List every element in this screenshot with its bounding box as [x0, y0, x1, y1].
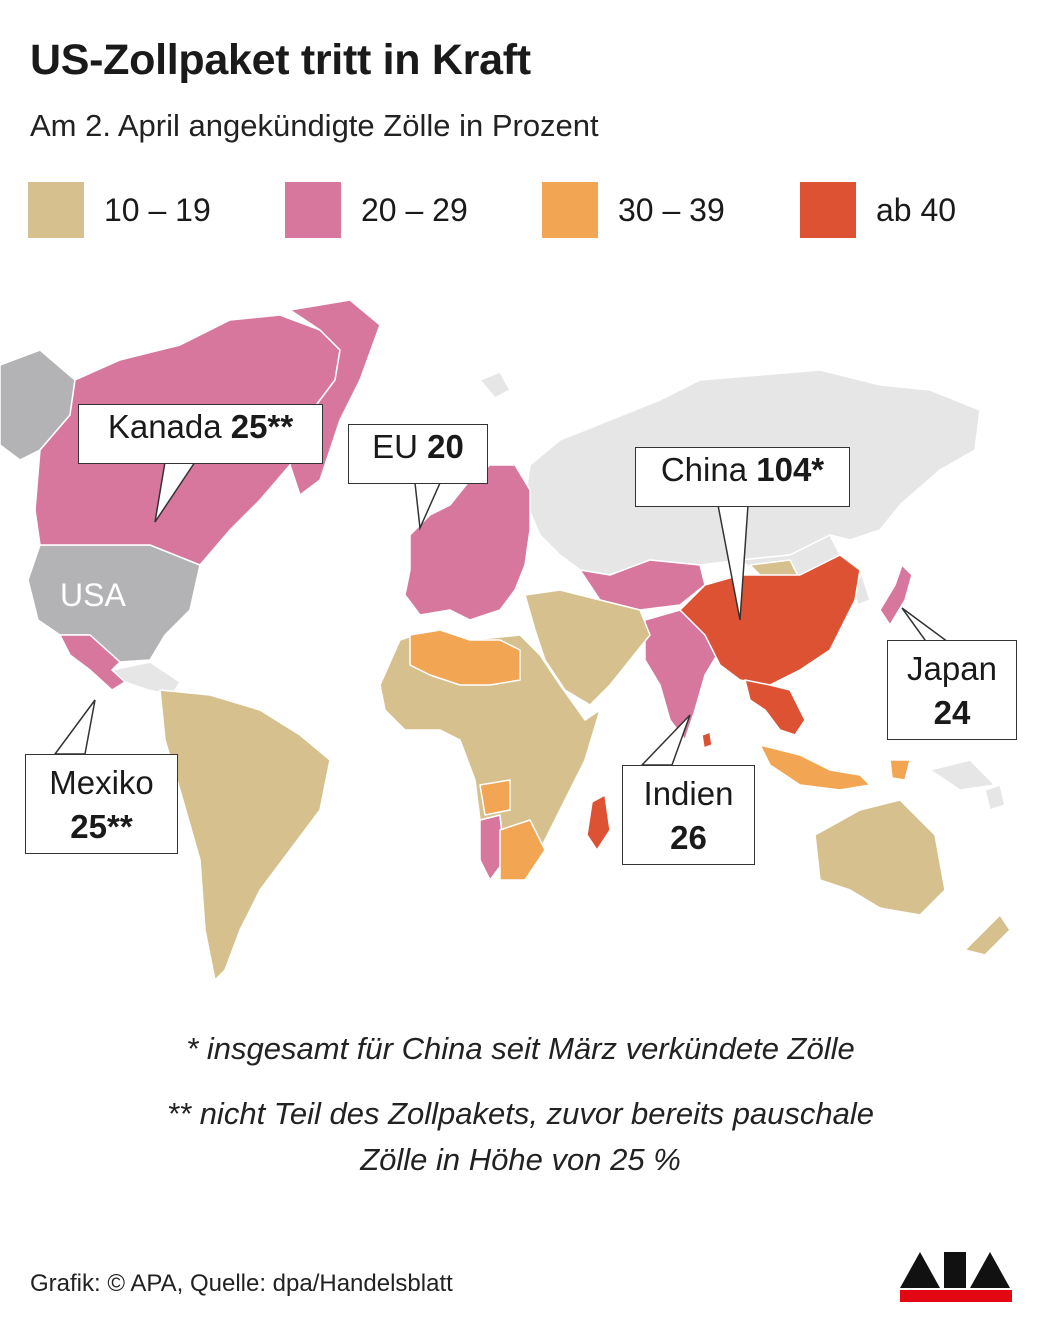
- chart-title: US-Zollpaket tritt in Kraft: [30, 36, 531, 84]
- footnote-package-line2: Zölle in Höhe von 25 %: [360, 1142, 681, 1177]
- mexiko-pointer: [53, 699, 96, 755]
- footnote-china: * insgesamt für China seit März verkünde…: [186, 1031, 855, 1066]
- callout-value: 25**: [70, 808, 133, 845]
- legend: 10 – 19 20 – 29 30 – 39 ab 40: [28, 182, 1028, 242]
- pacific-islands-region: [984, 784, 1006, 811]
- greenland-region: [479, 371, 511, 399]
- southern-africa-orange-region: [479, 779, 546, 881]
- new-guinea-region: [929, 759, 996, 791]
- usa-label: USA: [60, 577, 126, 613]
- source-credit: Grafik: © APA, Quelle: dpa/Handelsblatt: [30, 1270, 453, 1297]
- callout-value: 25**: [230, 408, 294, 445]
- africa-region: [379, 629, 601, 876]
- chart-subtitle: Am 2. April angekündigte Zölle in Prozen…: [30, 108, 599, 143]
- logo-glyph-a2: [970, 1252, 1010, 1288]
- callout-name: Mexiko: [49, 764, 154, 801]
- australia-region: [814, 799, 946, 916]
- callout-name: Indien: [643, 775, 734, 812]
- legend-swatch: [542, 182, 598, 238]
- world-map: USA: [0, 299, 1011, 981]
- china-region: [679, 554, 861, 686]
- new-zealand-region: [964, 914, 1011, 956]
- callout-mexiko: Mexiko 25**: [25, 754, 178, 854]
- callout-name: Japan: [907, 650, 997, 687]
- madagascar-region: [586, 794, 611, 851]
- middle-east-region: [524, 589, 651, 706]
- sri-lanka-region: [701, 731, 713, 749]
- callout-value: 20: [427, 428, 464, 465]
- legend-swatch: [285, 182, 341, 238]
- legend-label: 10 – 19: [104, 192, 211, 228]
- legend-swatch: [800, 182, 856, 238]
- callout-name: EU: [372, 428, 418, 465]
- mexico-region: [59, 634, 126, 691]
- north-africa-orange-region: [409, 629, 521, 686]
- southeast-asia-orange-region: [759, 744, 911, 791]
- callout-eu: EU 20: [348, 424, 488, 484]
- legend-swatch: [28, 182, 84, 238]
- legend-label: 30 – 39: [618, 192, 725, 228]
- callout-kanada: Kanada 25**: [78, 404, 323, 464]
- logo-glyph-a1: [900, 1252, 940, 1288]
- callout-japan: Japan 24: [887, 640, 1017, 740]
- footnote-package-line1: ** nicht Teil des Zollpakets, zuvor bere…: [166, 1096, 875, 1131]
- callout-china: China 104*: [635, 447, 850, 507]
- logo-glyph-p: [944, 1252, 966, 1288]
- legend-label: ab 40: [876, 192, 957, 228]
- callout-value: 104*: [756, 451, 825, 488]
- callout-value: 24: [933, 694, 971, 731]
- callout-name: China: [660, 451, 748, 488]
- logo-bar: [900, 1290, 1012, 1302]
- indien-pointer: [640, 714, 691, 766]
- indochina-region: [744, 679, 806, 736]
- callout-name: Kanada: [107, 408, 222, 445]
- south-america-region: [159, 689, 331, 981]
- apa-logo: [900, 1252, 1012, 1302]
- eu-region: [404, 464, 531, 621]
- legend-label: 20 – 29: [361, 192, 468, 228]
- callout-indien: Indien 26: [622, 765, 755, 865]
- callout-value: 26: [670, 819, 707, 856]
- japan-region: [879, 564, 913, 626]
